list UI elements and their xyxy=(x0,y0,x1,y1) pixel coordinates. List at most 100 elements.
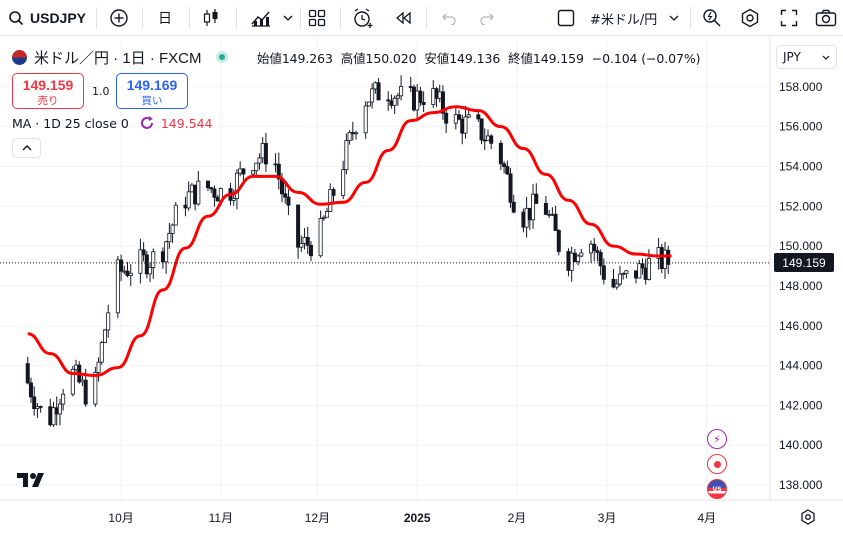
price-chart[interactable]: 138.000 140.000 142.000 144.000 146.000 148.0… xyxy=(0,37,843,534)
candle-body xyxy=(160,251,165,263)
indicators-dropdown[interactable] xyxy=(280,4,296,32)
candlestick-series xyxy=(25,75,671,427)
candle-body xyxy=(38,406,43,408)
candle-body xyxy=(614,283,619,288)
candle-body xyxy=(122,270,127,273)
candle-body xyxy=(193,184,198,205)
sell-price: 149.159 xyxy=(22,77,74,93)
candle-body xyxy=(524,207,529,228)
candle-body xyxy=(659,247,664,269)
indicators-button[interactable] xyxy=(247,4,275,32)
candle-body xyxy=(347,132,352,141)
candle-body xyxy=(128,272,133,277)
ohlc-values: 始値149.263 高値150.020 安値149.136 終値149.159 … xyxy=(257,48,701,67)
candle-body xyxy=(553,213,558,231)
candle-body xyxy=(25,363,30,384)
interval-button[interactable]: 日 xyxy=(152,4,178,32)
event-marker-us-economic[interactable]: US xyxy=(707,479,727,499)
event-marker-news[interactable] xyxy=(707,454,727,474)
layout-button[interactable] xyxy=(307,4,327,32)
settings-button[interactable] xyxy=(739,4,761,32)
candle-body xyxy=(366,101,371,107)
candle-body xyxy=(411,86,416,111)
candle-body xyxy=(251,170,256,175)
y-tick-label: 152.000 xyxy=(779,199,823,213)
candle-body xyxy=(35,406,40,410)
fullscreen-button[interactable] xyxy=(778,4,800,32)
candle-body xyxy=(234,172,239,199)
symbol-menu-button[interactable]: #米ドル/円 xyxy=(590,4,679,32)
snapshot-button[interactable] xyxy=(814,4,838,32)
high-value: 150.020 xyxy=(365,51,417,66)
candle-body xyxy=(418,90,423,103)
ma-indicator-legend[interactable]: MA · 1D 25 close 0 149.544 xyxy=(12,115,213,131)
candle-body xyxy=(28,382,33,398)
candle-body xyxy=(189,184,194,193)
candle-body xyxy=(617,273,622,285)
candle-body xyxy=(601,265,606,280)
x-tick-label: 11月 xyxy=(209,511,233,525)
candle-body xyxy=(170,224,175,234)
event-marker-earnings[interactable]: ⚡ xyxy=(707,429,727,449)
candle-body xyxy=(572,252,577,262)
candle-body xyxy=(115,259,120,314)
y-tick-label: 148.000 xyxy=(779,279,823,293)
chart-grid xyxy=(0,37,770,500)
indicators-icon xyxy=(251,11,270,27)
candle-body xyxy=(173,204,178,226)
candle-body xyxy=(508,173,513,203)
buy-button[interactable]: 149.169 買い xyxy=(116,73,188,109)
rewind-icon xyxy=(395,11,411,25)
close-value: 149.159 xyxy=(532,51,584,66)
candle-body xyxy=(276,163,281,180)
candle-body xyxy=(296,204,301,248)
candle-body xyxy=(51,407,56,426)
candle-body xyxy=(254,162,259,172)
candle-body xyxy=(167,232,172,243)
redo-button[interactable] xyxy=(477,4,497,32)
candle-body xyxy=(328,189,333,212)
candle-body xyxy=(408,86,413,88)
currency-selector[interactable]: JPY xyxy=(776,45,837,69)
candle-body xyxy=(141,249,146,256)
candle-body xyxy=(331,189,336,196)
candle-body xyxy=(399,86,404,97)
quick-search-button[interactable] xyxy=(701,4,723,32)
candle-body xyxy=(534,193,539,204)
y-tick-label: 144.000 xyxy=(779,359,823,373)
candle-body xyxy=(119,259,124,272)
candle-body xyxy=(485,135,490,141)
chart-type-button[interactable] xyxy=(200,4,222,32)
collapse-legend-button[interactable] xyxy=(12,138,41,158)
undo-button[interactable] xyxy=(439,4,459,32)
time-axis[interactable]: 10月 11月 12月 2025 2月 3月 4月 xyxy=(108,511,716,525)
candles-icon xyxy=(203,9,218,26)
tradingview-logo[interactable] xyxy=(16,472,48,493)
compare-symbol-button[interactable] xyxy=(107,4,131,32)
candle-body xyxy=(93,372,98,405)
quantity-value[interactable]: 1.0 xyxy=(92,85,110,98)
alert-button[interactable] xyxy=(351,4,375,32)
chevron-down-icon xyxy=(822,55,830,60)
search-icon xyxy=(9,11,24,26)
sell-button[interactable]: 149.159 売り xyxy=(12,73,84,109)
watchlist-checkbox[interactable] xyxy=(556,4,576,32)
price-axis[interactable]: 138.000 140.000 142.000 144.000 146.000 148.0… xyxy=(779,80,823,492)
search-lightning-icon xyxy=(703,9,721,27)
close-label: 終値 xyxy=(508,51,533,66)
ma-value: 149.544 xyxy=(160,115,213,131)
refresh-icon[interactable] xyxy=(139,115,155,131)
candle-body xyxy=(566,251,571,271)
candle-body xyxy=(102,329,107,343)
candle-body xyxy=(531,193,536,221)
divider xyxy=(426,7,427,29)
replay-button[interactable] xyxy=(391,4,415,32)
candle-body xyxy=(444,112,449,124)
time-axis-settings-button[interactable] xyxy=(798,507,818,527)
candle-body xyxy=(257,157,262,164)
symbol-search-button[interactable]: USDJPY xyxy=(8,4,86,32)
symbol-legend[interactable]: 米ドル／円 · 1日 · FXCM xyxy=(12,46,228,68)
undo-icon xyxy=(442,13,456,25)
x-tick-label: 4月 xyxy=(698,511,717,525)
x-tick-label: 2月 xyxy=(508,511,527,525)
